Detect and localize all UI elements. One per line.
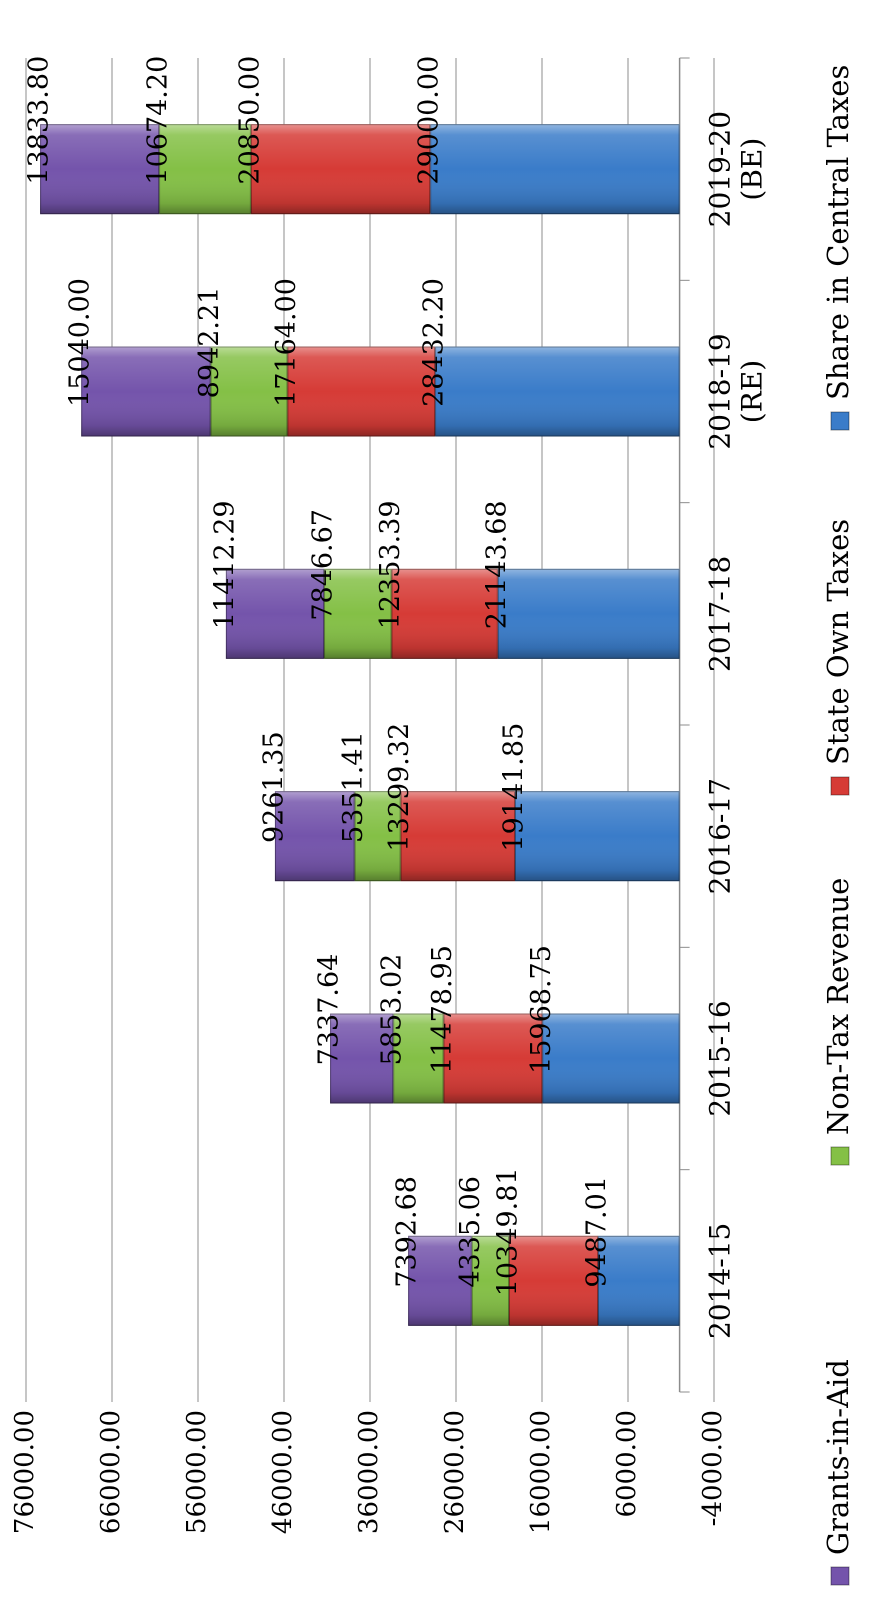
bar-segment — [391, 568, 498, 659]
data-label: 7392.68 — [392, 1176, 423, 1288]
category-label: 2019-20(BE) — [703, 111, 768, 227]
bar-segment — [225, 568, 325, 659]
gridlines — [25, 58, 715, 1392]
bar-segment — [514, 791, 680, 882]
bar-segment — [210, 346, 288, 437]
bar-segment — [471, 1235, 510, 1326]
legend-label: Share in Central Taxes — [821, 65, 855, 400]
category-label: 2016-17 — [703, 778, 736, 894]
bar-segment — [287, 346, 436, 437]
legend-item: State Own Taxes — [821, 519, 855, 796]
legend: Grants-in-Aid Non-Tax Revenue State Own Ta… — [821, 65, 855, 1586]
tick-labels: -4000.00 6000.00 16000.00 26000.00 36000.00 4… — [10, 1410, 728, 1534]
bar-segment — [393, 1013, 444, 1104]
category-label: 2017-18 — [703, 556, 736, 672]
legend-item: Grants-in-Aid — [821, 1359, 855, 1586]
category-label: 2015-16 — [703, 1000, 736, 1116]
data-label: 15040.00 — [65, 278, 96, 407]
data-label: 5351.41 — [338, 731, 369, 843]
value-tick-label: 36000.00 — [354, 1410, 384, 1534]
data-label: 12353.39 — [375, 500, 406, 629]
bar-segment — [443, 1013, 543, 1104]
legend-item: Non-Tax Revenue — [821, 878, 855, 1166]
bar-segment — [81, 346, 211, 437]
bar-segment — [274, 791, 355, 882]
bar-segment — [430, 124, 680, 215]
bar-segment — [250, 124, 431, 215]
bar-segment — [497, 568, 680, 659]
bar-segment — [400, 791, 515, 882]
value-tick-label: 56000.00 — [182, 1410, 212, 1534]
data-label: 19141.85 — [498, 723, 529, 852]
data-label: 11412.29 — [209, 500, 240, 629]
category-labels: 2014-15 2015-16 2016-17 2017-18 2018-19(RE) 2… — [703, 111, 768, 1339]
data-label: 8942.21 — [194, 287, 225, 399]
data-label: 20850.00 — [234, 56, 265, 185]
data-label: 29000.00 — [414, 56, 445, 185]
data-label: 10349.81 — [493, 1167, 524, 1296]
data-label: 7337.64 — [314, 954, 345, 1066]
data-label: 10674.20 — [143, 56, 174, 185]
data-label: 5853.02 — [377, 954, 408, 1066]
data-label: 21143.68 — [481, 500, 512, 629]
value-tick-label: 66000.00 — [96, 1410, 126, 1534]
data-label: 28432.20 — [419, 278, 450, 407]
value-tick-label: 76000.00 — [10, 1410, 40, 1534]
bar-segment — [354, 791, 401, 882]
value-tick-label: -4000.00 — [698, 1410, 728, 1526]
legend-label: Grants-in-Aid — [821, 1359, 855, 1555]
data-label: 13299.32 — [384, 723, 415, 852]
bar-segment — [598, 1235, 680, 1326]
value-tick-label: 6000.00 — [612, 1410, 642, 1518]
data-label: 15968.75 — [526, 945, 557, 1074]
bar-segment — [324, 568, 392, 659]
data-label: 9261.35 — [258, 731, 289, 843]
data-label: 13833.80 — [24, 56, 55, 185]
axes — [25, 57, 715, 1402]
category-label: 2018-19(RE) — [703, 333, 768, 449]
data-label: 4335.06 — [455, 1176, 486, 1288]
bar-segment — [542, 1013, 680, 1104]
bar-segment — [159, 124, 251, 215]
data-label: 7846.67 — [308, 509, 339, 621]
bars — [40, 124, 680, 1326]
data-label: 17164.00 — [271, 278, 302, 407]
bar-segment — [40, 124, 160, 215]
legend-swatch — [830, 411, 850, 431]
data-labels: 9487.01 15968.75 19141.85 21143.68 28432.20 2… — [24, 56, 613, 1297]
bar-segment — [435, 346, 680, 437]
value-tick-label: 16000.00 — [526, 1410, 556, 1534]
bar-segment — [408, 1235, 472, 1326]
legend-swatch — [830, 1566, 850, 1586]
data-label: 11478.95 — [427, 945, 458, 1074]
category-label: 2014-15 — [703, 1223, 736, 1339]
value-tick-label: 26000.00 — [440, 1410, 470, 1534]
legend-label: State Own Taxes — [821, 519, 855, 765]
legend-swatch — [830, 776, 850, 796]
data-label: 9487.01 — [582, 1176, 613, 1288]
legend-label: Non-Tax Revenue — [821, 878, 855, 1135]
legend-item: Share in Central Taxes — [821, 65, 855, 431]
bar-segment — [509, 1235, 599, 1326]
value-tick-label: 46000.00 — [268, 1410, 298, 1534]
legend-swatch — [830, 1146, 850, 1166]
bar-segment — [330, 1013, 394, 1104]
